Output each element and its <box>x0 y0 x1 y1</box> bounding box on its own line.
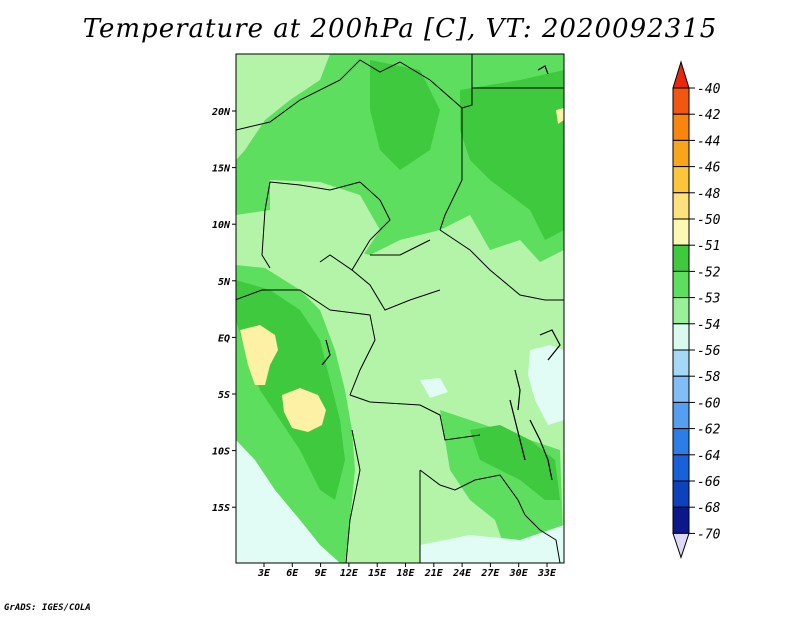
country-borders <box>236 54 564 563</box>
field-light-north <box>236 54 330 160</box>
colorbar-label: -42 <box>697 108 721 123</box>
lat-tick-label: 10S <box>212 447 230 458</box>
colorbar-label: -50 <box>697 213 721 228</box>
lon-tick-label: 24E <box>452 568 472 579</box>
field-tan-gabon <box>240 325 278 385</box>
lat-tick-label: 5S <box>218 390 230 401</box>
colorbar-swatch <box>672 218 690 246</box>
colorbar-label: -54 <box>697 318 720 333</box>
lon-tick-label: 18E <box>396 568 415 579</box>
colorbar-swatch <box>672 113 690 141</box>
colorbar-label: -52 <box>697 265 721 280</box>
colorbar-swatch <box>672 454 690 482</box>
colorbar-label: -44 <box>697 134 720 149</box>
lon-tick-label: 30E <box>509 568 529 579</box>
lon-tick-label: 21E <box>424 568 444 579</box>
colorbar-swatch <box>672 506 690 534</box>
colorbar: -40 -42 -44 -46 -48 -50 -51 -52 -53 -54 -56 -58 -60 -… <box>672 60 721 559</box>
map-panel: 3E 6E 9E 12E 15E 18E 21E 24E 27E 30E 33E 20N 15N 10N… <box>211 53 565 579</box>
lon-tick-label: 33E <box>537 568 557 579</box>
lon-tick-label: 6E <box>286 568 299 579</box>
colorbar-label: -56 <box>697 344 721 359</box>
field-dark-nw <box>370 60 440 170</box>
colorbar-swatch <box>672 480 690 508</box>
credit-text: GrADS: IGES/COLA <box>4 603 91 613</box>
lat-tick-label: EQ <box>218 333 230 344</box>
lat-tick-label: 15S <box>212 503 230 514</box>
field-pale-se <box>420 525 564 563</box>
colorbar-label: -68 <box>697 501 721 516</box>
colorbar-swatch <box>672 87 690 115</box>
colorbar-label: -40 <box>697 82 721 97</box>
field-dark-south <box>470 425 560 500</box>
colorbar-swatch <box>672 349 690 377</box>
lon-tick-label: 12E <box>340 568 359 579</box>
colorbar-swatch <box>672 270 690 299</box>
field-dark-ne <box>460 70 564 240</box>
colorbar-swatch <box>672 323 690 351</box>
lon-tick-label: 27E <box>480 568 500 579</box>
lakes-coast <box>321 65 561 481</box>
field-pale-sw <box>236 440 340 563</box>
map-frame <box>235 53 565 564</box>
longitude-axis: 3E 6E 9E 12E 15E 18E 21E 24E 27E 30E 33E <box>257 563 557 579</box>
colorbar-label: -60 <box>697 396 721 411</box>
colorbar-swatch <box>672 375 690 403</box>
field-pale-east <box>528 345 564 425</box>
lat-tick-label: 20N <box>211 107 231 118</box>
colorbar-label: -62 <box>697 423 721 438</box>
lat-tick-label: 10N <box>212 220 231 231</box>
colorbar-label: -46 <box>697 161 721 176</box>
field-tan-angola <box>282 388 326 432</box>
lat-tick-label: 15N <box>212 164 231 175</box>
lon-tick-label: 9E <box>315 568 328 579</box>
lon-tick-label: 3E <box>257 568 271 579</box>
colorbar-bottom-arrow <box>672 532 690 559</box>
colorbar-label: -58 <box>697 370 721 385</box>
colorbar-label: -48 <box>697 187 721 202</box>
colorbar-swatch <box>672 401 690 430</box>
map-title: Temperature at 200hPa [C], VT: 202009231… <box>82 14 718 44</box>
colorbar-swatch <box>672 297 690 325</box>
colorbar-swatch <box>672 192 690 220</box>
field-pale-central <box>420 378 448 398</box>
field-light-congo <box>350 280 545 410</box>
colorbar-label: -64 <box>697 449 720 464</box>
field-light-central-north <box>270 180 380 270</box>
colorbar-label: -70 <box>697 527 721 542</box>
colorbar-label: -66 <box>697 475 721 490</box>
colorbar-swatch <box>672 244 690 272</box>
field-tan-ne <box>556 108 564 124</box>
colorbar-label: -51 <box>697 239 720 254</box>
colorbar-swatch <box>672 166 690 194</box>
colorbar-swatch <box>672 139 690 168</box>
colorbar-swatch <box>672 428 690 456</box>
latitude-axis: 20N 15N 10N 5N EQ 5S 10S 15S <box>211 107 236 514</box>
lon-tick-label: 15E <box>368 568 387 579</box>
colorbar-label: -53 <box>697 292 720 307</box>
lat-tick-label: 5N <box>218 277 231 288</box>
colorbar-top-arrow <box>672 60 690 89</box>
